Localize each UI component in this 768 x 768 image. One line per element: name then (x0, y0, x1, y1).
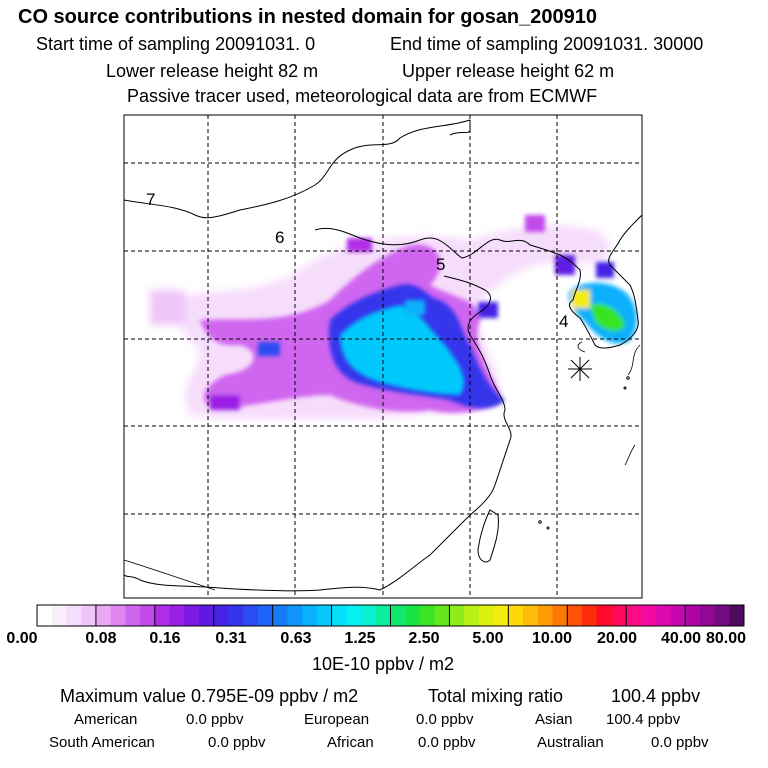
colorbar-cell (316, 605, 333, 626)
concentration-field (150, 215, 637, 420)
contour-label-7: 7 (146, 190, 155, 209)
colorbar-cell (331, 605, 347, 626)
colorbar-cell (110, 605, 126, 626)
colorbar-tick: 0.16 (149, 630, 181, 647)
upper-release-label: Upper release height 62 m (402, 61, 615, 81)
colorbar-cell (95, 605, 112, 626)
colorbar-cell (449, 605, 465, 626)
region-value-australian: 0.0 ppbv (651, 734, 709, 751)
colorbar-cell (611, 605, 627, 626)
plot-title: CO source contributions in nested domain… (18, 6, 598, 28)
colorbar-tick: 10.00 (531, 630, 573, 647)
colorbar-cell (199, 605, 215, 626)
colorbar-cell (685, 605, 701, 626)
coastlines (124, 119, 642, 592)
colorbar-tick: 2.50 (408, 630, 440, 647)
korea-hotspot (568, 282, 637, 344)
colorbar-cell (272, 605, 288, 626)
colorbar-cell (537, 605, 554, 626)
colorbar-cell (626, 605, 642, 626)
colorbar-cells (37, 605, 745, 626)
colorbar-cell (434, 605, 450, 626)
colorbar-cell (243, 605, 259, 626)
colorbar (36, 604, 745, 627)
colorbar-cell (714, 605, 730, 626)
lower-release-label: Lower release height 82 m (106, 61, 319, 81)
colorbar-cell (154, 605, 171, 626)
colorbar-cell (419, 605, 436, 626)
colorbar-tick: 0.08 (85, 630, 117, 647)
colorbar-cell (729, 605, 745, 626)
colorbar-cell (655, 605, 671, 626)
region-name-australian: Australian (537, 734, 604, 751)
region-name-european: European (304, 711, 370, 728)
colorbar-cell (596, 605, 612, 626)
colorbar-cell (464, 605, 480, 626)
colorbar-cell (508, 605, 524, 626)
region-value-asian: 100.4 ppbv (606, 711, 681, 728)
region-name-african: African (327, 734, 374, 751)
region-value-south-american: 0.0 ppbv (208, 734, 266, 751)
colorbar-cell (213, 605, 229, 626)
region-value-american: 0.0 ppbv (186, 711, 244, 728)
colorbar-cell (51, 605, 67, 626)
source-contribution-map: 7 6 5 4 (123, 114, 643, 599)
colorbar-tick: 40.00 (660, 630, 702, 647)
colorbar-cell (184, 605, 200, 626)
region-value-african: 0.0 ppbv (418, 734, 476, 751)
colorbar-cell (567, 605, 583, 626)
colorbar-frame (36, 604, 745, 627)
colorbar-cell (361, 605, 377, 626)
region-value-european: 0.0 ppbv (416, 711, 474, 728)
colorbar-cell (375, 605, 391, 626)
colorbar-cell (287, 605, 303, 626)
region-name-american: American (74, 711, 138, 728)
colorbar-cell (37, 605, 53, 626)
colorbar-tick: 0.63 (280, 630, 312, 647)
colorbar-cell (66, 605, 82, 626)
map-frame (123, 114, 643, 599)
contour-label-6: 6 (275, 228, 284, 247)
colorbar-cell (478, 605, 495, 626)
colorbar-cell (390, 605, 406, 626)
colorbar-cell (581, 605, 598, 626)
colorbar-cell (140, 605, 156, 626)
colorbar-tick: 80.00 (705, 630, 747, 647)
colorbar-cell (699, 605, 716, 626)
region-name-asian: Asian (535, 711, 573, 728)
colorbar-cell (81, 605, 97, 626)
colorbar-cell (228, 605, 244, 626)
contour-label-4: 4 (559, 312, 568, 331)
receptor-star-icon (568, 357, 592, 381)
colorbar-cell (493, 605, 509, 626)
region-name-south-american: South American (49, 734, 155, 751)
colorbar-cell (346, 605, 362, 626)
colorbar-cell (169, 605, 185, 626)
colorbar-tick: 20.00 (596, 630, 638, 647)
colorbar-cell (257, 605, 274, 626)
colorbar-cell (552, 605, 568, 626)
total-mixing-value: 100.4 ppbv (611, 686, 701, 706)
colorbar-tick: 1.25 (344, 630, 376, 647)
colorbar-cell (302, 605, 318, 626)
end-time-label: End time of sampling 20091031. 30000 (390, 34, 704, 54)
colorbar-tick: 5.00 (472, 630, 504, 647)
total-mixing-label: Total mixing ratio (428, 686, 564, 706)
colorbar-cell (523, 605, 539, 626)
max-value-label: Maximum value 0.795E-09 ppbv / m2 (60, 686, 359, 706)
lat-lon-grid (124, 115, 642, 598)
colorbar-units: 10E-10 ppbv / m2 (311, 654, 455, 674)
core-concentration-layer (340, 300, 465, 395)
colorbar-cell (405, 605, 421, 626)
tracer-note: Passive tracer used, meteorological data… (127, 86, 598, 106)
colorbar-tick: 0.31 (215, 630, 247, 647)
start-time-label: Start time of sampling 20091031. 0 (36, 34, 316, 54)
colorbar-cell (640, 605, 657, 626)
colorbar-tick: 0.00 (6, 630, 38, 647)
colorbar-cell (670, 605, 686, 626)
colorbar-cell (125, 605, 141, 626)
contour-label-5: 5 (436, 255, 445, 274)
